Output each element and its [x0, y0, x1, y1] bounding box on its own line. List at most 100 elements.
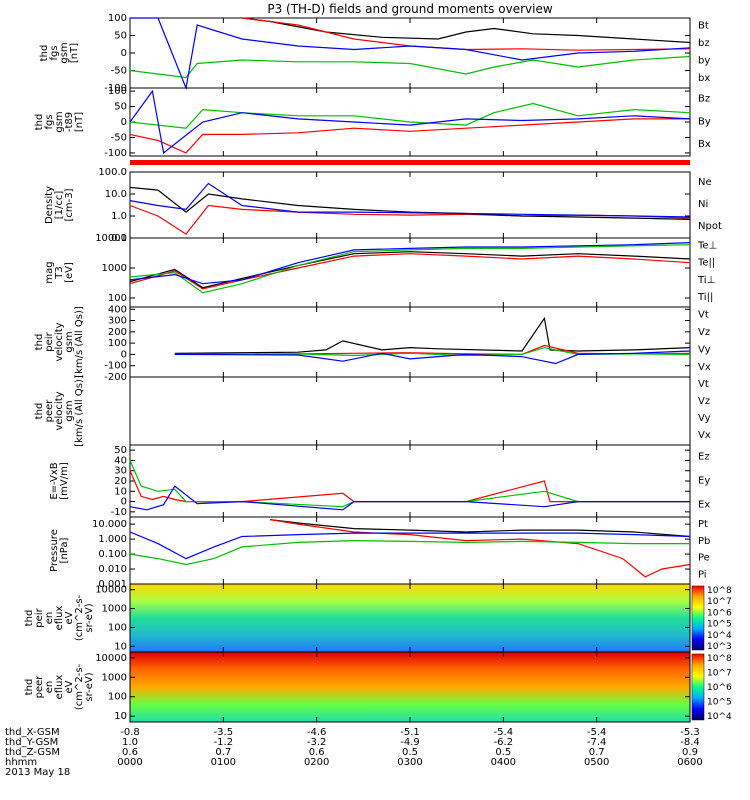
- series-Bz: [129, 118, 690, 154]
- time-row-value: 0300: [397, 757, 422, 768]
- colorbar-peir_en: 10^810^710^6 10^510^410^3: [691, 585, 732, 652]
- time-row-value: -7.4: [587, 737, 607, 748]
- y-tick-label: 0: [121, 48, 127, 59]
- series-Pi: [129, 531, 691, 560]
- y-tick-label: 10000: [95, 585, 127, 596]
- panel-frame: [129, 306, 691, 378]
- y-tick-label: 0.100: [98, 549, 127, 560]
- y-tick-label: 1.000: [98, 534, 127, 545]
- legend-Vx: Vx: [698, 430, 711, 441]
- time-row-value: 0600: [677, 757, 702, 768]
- y-tick-label: 10: [114, 711, 127, 722]
- y-tick-label: 200: [108, 327, 127, 338]
- legend-Ey: Ey: [698, 475, 710, 486]
- legend-Pt: Pt: [698, 519, 708, 530]
- y-axis-label: en: [44, 612, 55, 625]
- y-axis-label: -t89: [64, 112, 75, 132]
- y-axis-label: fgs: [49, 45, 60, 60]
- colorbar-label: 10^5: [707, 620, 732, 630]
- series-By: [129, 102, 691, 129]
- time-row-value: 0400: [491, 757, 516, 768]
- y-axis-label: eflux: [54, 606, 65, 631]
- y-tick-label: 100: [108, 692, 127, 703]
- spectrogram-peer_en: [130, 652, 690, 722]
- y-axis-label: [mV/m]: [59, 462, 70, 500]
- interval-bar: [130, 160, 690, 165]
- y-axis-label: gsm: [59, 42, 70, 63]
- y-tick-label: 300: [108, 316, 127, 327]
- colorbar-label: 10^8: [707, 654, 732, 664]
- panel-frame: [129, 444, 691, 518]
- y-axis-label: gsm: [64, 400, 75, 421]
- plot-title: P3 (TH-D) fields and ground moments over…: [267, 2, 552, 16]
- y-tick-label: 1000: [102, 672, 127, 683]
- panel-fgs2: 100 50 0 -50 -100 thd fgs gsm -t89 [nT] Bz By Bx: [34, 86, 711, 159]
- y-axis-label: thd: [34, 334, 45, 351]
- time-axis: thd_X-GSM -0.8 -3.5 -4.6 -5.1 -5.4 -5.4 -5.3 thd…: [5, 727, 703, 778]
- y-axis-label: sr-eV): [84, 603, 95, 632]
- time-row-label: thd_Z-GSM: [5, 747, 60, 758]
- y-axis-label: [nT]: [74, 112, 85, 132]
- y-tick-label: 100: [108, 622, 127, 633]
- series-Ti||: [129, 242, 691, 285]
- legend-Ex: Ex: [698, 499, 710, 510]
- y-axis-label: [cm-3]: [64, 188, 75, 221]
- y-axis-label: fgs: [44, 114, 55, 129]
- legend-Ne: Ne: [698, 177, 712, 188]
- y-axis-label: (cm^2-s-: [74, 594, 85, 641]
- legend-Vt: Vt: [698, 310, 709, 321]
- panel-frame: [129, 171, 691, 239]
- time-row-value: 0000: [117, 757, 142, 768]
- legend-Vx: Vx: [698, 362, 711, 373]
- y-tick-label: 400: [108, 304, 127, 315]
- panel-fgs: 100 50 0 -50 -100 thd fgs gsm [nT] Bt bz by bx: [39, 13, 710, 94]
- y-tick-label: 1000: [102, 604, 127, 615]
- y-axis-label: [eV]: [64, 262, 75, 283]
- y-axis-label: velocity: [54, 391, 65, 430]
- y-tick-label: 30: [114, 466, 127, 477]
- series-Npot: [129, 182, 691, 218]
- colorbar-label: 10^6: [707, 608, 732, 618]
- time-row-value: 0.5: [495, 747, 511, 758]
- series-Ez: [129, 470, 690, 503]
- series-Vx: [174, 350, 691, 365]
- series-Bx: [129, 89, 691, 154]
- panel-peer_en: 10^8 10^7 10^6 10^5 10^4 10000 1000 100 10 thd pee…: [24, 651, 732, 723]
- series-Pe: [129, 539, 690, 566]
- series-by: [129, 55, 691, 79]
- date-label: 2013 May 18: [5, 767, 70, 778]
- y-tick-label: 10: [114, 641, 127, 652]
- y-axis-label: peer: [44, 399, 55, 423]
- colorbar-label: 10^3: [707, 642, 732, 652]
- y-axis-label: eflux: [54, 675, 65, 700]
- time-row-label: hhmm: [5, 757, 37, 768]
- legend-Te⊥: Te⊥: [697, 240, 717, 251]
- time-row-value: -3.2: [307, 737, 327, 748]
- legend-bx: bx: [698, 73, 710, 84]
- legend-Pb: Pb: [698, 536, 710, 547]
- panel-peer: thd peer velocity gsm [km/s (All Qs)] Vt Vz Vy V…: [34, 375, 711, 447]
- time-row-value: -3.5: [214, 727, 234, 738]
- panel-peir_en: 10^810^710^6 10^510^410^3 10000 1000 100 10 th…: [24, 583, 732, 653]
- y-axis-label: thd: [24, 679, 35, 696]
- panel-pressure: 10.000 1.000 0.100 0.010 0.001 Pressure [nPa] P…: [49, 516, 710, 590]
- panel-frame: [129, 516, 691, 585]
- y-tick-label: 0: [121, 497, 127, 508]
- y-tick-label: 0.001: [98, 579, 127, 590]
- series-Ne: [129, 204, 691, 235]
- time-row-value: 0.6: [122, 747, 138, 758]
- y-axis-label: (cm^2-s-: [74, 663, 85, 710]
- colorbar-label: 10^5: [707, 698, 732, 708]
- time-row-value: 1.0: [122, 737, 138, 748]
- time-row-value: -4.6: [307, 727, 327, 738]
- y-tick-label: 20: [114, 476, 127, 487]
- series-bz: [241, 17, 691, 51]
- y-axis-label: eV: [64, 680, 75, 693]
- y-axis-label: peir: [44, 331, 55, 351]
- y-tick-label: 0.010: [98, 564, 127, 575]
- y-tick-label: 100: [108, 293, 127, 304]
- time-row-value: -4.9: [400, 737, 420, 748]
